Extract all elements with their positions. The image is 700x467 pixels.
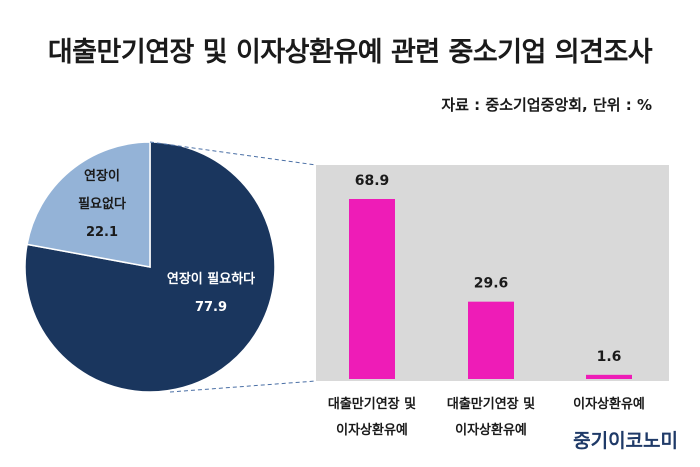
pie-label-minor-line1: 연장이	[84, 168, 120, 184]
bar-value-label: 68.9	[355, 173, 390, 189]
bar-value-label: 1.6	[597, 349, 622, 365]
pie-value-major: 77.9	[195, 300, 227, 315]
bar	[586, 374, 632, 379]
bar-category-label: 대출만기연장 및	[328, 396, 416, 412]
brand-logo: 중기이코노미	[573, 430, 678, 452]
bar-category-label: 이자상환유예	[455, 422, 527, 438]
pie-value-minor: 22.1	[86, 225, 118, 240]
pie-slice	[26, 141, 151, 268]
source-note: 자료 : 중소기업중앙회, 단위 : %	[441, 96, 652, 114]
bar	[349, 198, 395, 379]
bar	[468, 301, 514, 379]
connector-line-bottom	[169, 380, 317, 393]
pie-label-minor-line2: 필요없다	[78, 196, 126, 212]
bar-category-label: 대출만기연장 및	[447, 396, 535, 412]
bar-category-label: 이자상환유예	[336, 422, 408, 438]
bar-category-label: 이자상환유예	[573, 396, 645, 412]
pie-label-major: 연장이 필요하다	[167, 271, 255, 287]
bar-value-label: 29.6	[474, 276, 509, 292]
chart-title: 대출만기연장 및 이자상환유예 관련 중소기업 의견조사	[47, 37, 653, 68]
